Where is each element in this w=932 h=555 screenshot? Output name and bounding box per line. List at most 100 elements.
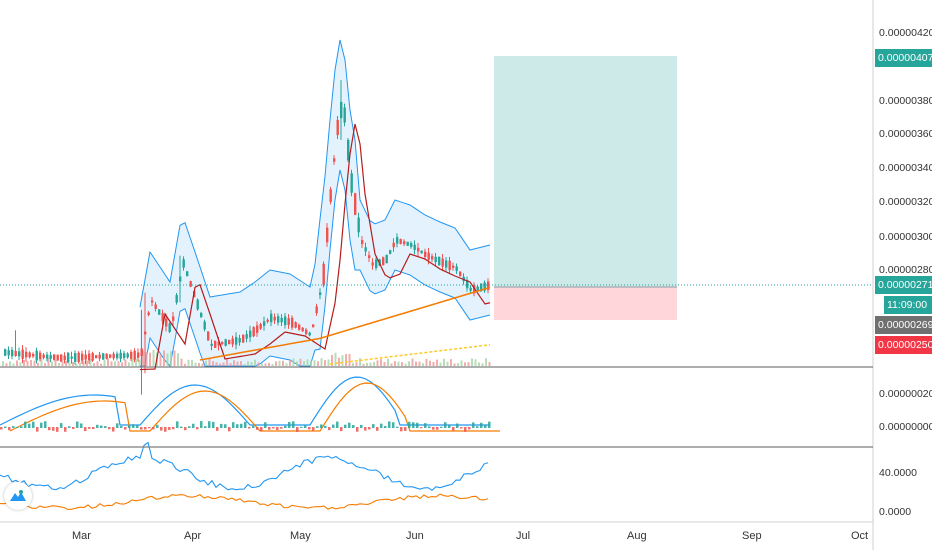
volume-bar	[352, 362, 354, 366]
volume-bar	[208, 358, 211, 366]
volume-bar	[89, 359, 92, 366]
volume-bar	[299, 358, 302, 366]
macd-histogram-bar	[60, 423, 63, 428]
macd-histogram-bar	[252, 425, 255, 428]
macd-histogram-bar	[72, 427, 75, 430]
macd-histogram-bar	[196, 427, 199, 430]
volume-bar	[128, 362, 130, 366]
macd-histogram-bar	[40, 422, 43, 428]
candle-body	[189, 281, 192, 287]
countdown-tag: 11:09:00	[884, 296, 932, 314]
candle-body	[263, 321, 266, 326]
macd-histogram-bar	[116, 423, 119, 428]
volume-bar	[177, 353, 179, 366]
candle-body	[210, 343, 213, 346]
candle-body	[487, 281, 490, 291]
candle-body	[266, 319, 269, 322]
candle-body	[413, 244, 416, 250]
macd-histogram-bar	[52, 427, 55, 431]
volume-bar	[93, 363, 95, 366]
moving-average-long	[329, 344, 491, 365]
candle-body	[270, 313, 273, 323]
volume-bar	[12, 363, 15, 366]
macd-histogram-bar	[188, 426, 191, 428]
volume-bar	[110, 361, 113, 366]
macd-histogram-bar	[232, 422, 235, 428]
volume-bar	[320, 358, 323, 366]
candle-body	[165, 318, 168, 327]
macd-histogram-bar	[96, 424, 99, 428]
rsi-axis-tick: 40.0000	[879, 467, 917, 479]
volume-bar	[100, 363, 102, 366]
current-price-tag: 0.00000271	[875, 276, 932, 294]
volume-bar	[390, 363, 393, 366]
macd-axis-tick: 0.00000020	[879, 388, 932, 400]
volume-bar	[376, 360, 379, 366]
tradingview-logo-icon[interactable]	[4, 482, 32, 510]
volume-bar	[453, 363, 456, 366]
macd-histogram-bar	[0, 427, 3, 430]
candle-body	[319, 292, 322, 296]
candle-body	[294, 322, 297, 328]
candle-body	[382, 257, 385, 266]
macd-histogram-bar	[324, 425, 327, 428]
candle-body	[315, 306, 318, 314]
time-axis-label: Apr	[184, 530, 202, 542]
moving-average-fast	[139, 123, 491, 371]
volume-bar	[359, 358, 361, 366]
volume-bar	[313, 360, 316, 366]
macd-histogram-bar	[76, 421, 79, 428]
volume-bar	[264, 363, 267, 366]
macd-histogram-bar	[136, 425, 139, 428]
volume-bar	[439, 362, 442, 366]
volume-bar	[103, 359, 106, 366]
candle-body	[77, 352, 80, 362]
macd-histogram-bar	[472, 422, 475, 428]
candle-body	[46, 354, 49, 359]
volume-bar	[26, 361, 29, 366]
volume-bar	[485, 358, 487, 366]
macd-histogram-bar	[180, 426, 183, 428]
candle-body	[4, 349, 7, 356]
candle-body	[200, 313, 203, 317]
candle-body	[151, 300, 154, 303]
candle-body	[347, 139, 350, 161]
volume-bar	[2, 361, 4, 366]
candle-body	[196, 299, 199, 310]
volume-bar	[191, 360, 193, 366]
volume-bar	[5, 363, 8, 366]
macd-histogram-bar	[328, 427, 331, 431]
macd-histogram-bar	[156, 424, 159, 428]
time-axis-label: Jul	[516, 530, 531, 542]
entry-price-tag: 0.00000269	[875, 316, 932, 334]
macd-histogram-bar	[452, 427, 455, 431]
candle-body	[284, 316, 287, 326]
volume-bar	[418, 361, 421, 366]
macd-histogram-bar	[340, 427, 343, 432]
candle-body	[168, 323, 171, 332]
volume-bar	[54, 359, 57, 366]
macd-histogram-bar	[412, 422, 415, 428]
macd-histogram-bar	[48, 427, 51, 431]
candle-body	[25, 351, 28, 358]
volume-bar	[30, 359, 32, 366]
macd-histogram-bar	[32, 421, 35, 428]
candle-body	[420, 250, 423, 254]
volume-bar	[163, 350, 165, 366]
candle-body	[74, 353, 77, 362]
macd-histogram-bar	[184, 427, 187, 431]
macd-histogram-bar	[24, 421, 27, 428]
volume-bar	[317, 361, 319, 366]
moving-average-slow	[199, 286, 491, 361]
volume-bar	[488, 361, 491, 366]
macd-histogram-bar	[380, 423, 383, 428]
price-axis-tick: 0.00000340	[879, 162, 932, 174]
macd-histogram-bar	[100, 425, 103, 428]
candle-body	[186, 271, 189, 277]
macd-histogram-bar	[132, 424, 135, 428]
price-axis-tick: 0.00000300	[879, 231, 932, 243]
macd-histogram-bar	[400, 427, 403, 432]
candle-body	[287, 318, 290, 325]
